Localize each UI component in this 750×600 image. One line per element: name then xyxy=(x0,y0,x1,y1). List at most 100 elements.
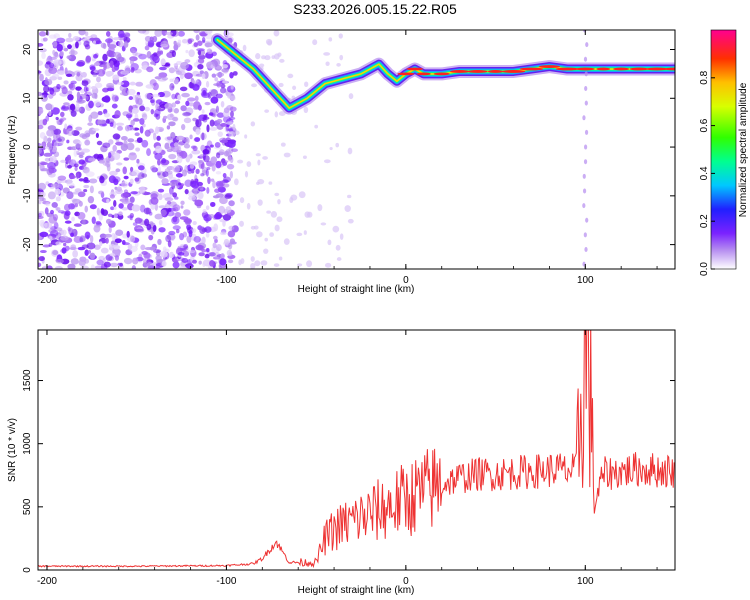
noise-blob xyxy=(160,209,167,216)
noise-blob xyxy=(55,258,64,264)
noise-blob xyxy=(180,61,189,70)
noise-blob xyxy=(61,86,68,95)
noise-blob xyxy=(219,258,227,266)
noise-blob xyxy=(113,206,117,210)
noise-blob xyxy=(83,188,88,193)
noise-blob xyxy=(216,80,222,88)
noise-blob xyxy=(105,218,112,225)
noise-blob xyxy=(60,235,69,241)
noise-blob xyxy=(229,170,234,179)
noise-blob xyxy=(67,164,72,169)
noise-blob xyxy=(109,122,114,127)
noise-blob xyxy=(141,112,147,118)
noise-blob xyxy=(158,72,168,78)
noise-blob xyxy=(76,150,80,156)
ridge-disturbance xyxy=(583,144,588,150)
noise-blob xyxy=(109,170,118,176)
noise-blob xyxy=(108,226,112,233)
noise-blob xyxy=(102,53,108,62)
noise-blob xyxy=(65,156,72,164)
noise-blob xyxy=(38,199,42,205)
noise-blob xyxy=(146,262,154,269)
noise-blob xyxy=(219,139,229,143)
noise-blob xyxy=(152,35,158,43)
noise-blob xyxy=(255,53,261,60)
noise-blob xyxy=(296,232,303,237)
noise-blob xyxy=(72,191,80,195)
noise-blob xyxy=(42,37,48,42)
noise-blob xyxy=(202,208,207,213)
noise-blob xyxy=(210,96,219,104)
noise-blob xyxy=(195,168,200,174)
noise-blob xyxy=(81,244,89,249)
noise-blob xyxy=(232,123,236,131)
noise-blob xyxy=(43,222,53,229)
noise-blob xyxy=(212,242,217,249)
noise-blob xyxy=(329,146,333,151)
noise-blob xyxy=(85,55,92,63)
noise-blob xyxy=(163,115,168,120)
noise-blob xyxy=(87,122,94,126)
noise-blob xyxy=(152,82,159,91)
colorbar-tick-label: 0.4 xyxy=(699,166,710,180)
noise-blob xyxy=(250,262,256,269)
noise-blob xyxy=(64,210,71,216)
noise-blob xyxy=(43,265,48,269)
ridge-peak xyxy=(664,67,675,71)
noise-blob xyxy=(79,235,86,242)
noise-blob xyxy=(215,152,221,159)
noise-blob xyxy=(212,180,216,189)
noise-blob xyxy=(201,109,205,114)
noise-blob xyxy=(179,247,187,252)
noise-blob xyxy=(38,60,44,66)
noise-blob xyxy=(184,189,189,195)
noise-blob xyxy=(137,30,147,34)
heatmap-x-tick-label: 100 xyxy=(577,275,594,286)
noise-blob xyxy=(44,207,49,215)
noise-blob xyxy=(74,203,79,208)
noise-blob xyxy=(164,102,173,110)
noise-blob xyxy=(38,162,41,167)
noise-blob xyxy=(256,231,263,238)
noise-blob xyxy=(220,83,226,89)
snr-frame xyxy=(37,329,676,571)
noise-blob xyxy=(201,227,208,233)
noise-blob xyxy=(229,238,236,245)
noise-blob xyxy=(56,207,61,212)
noise-blob xyxy=(72,159,76,164)
noise-blob xyxy=(209,126,218,131)
noise-blob xyxy=(64,179,73,184)
noise-blob xyxy=(307,211,313,218)
noise-blob xyxy=(119,92,128,96)
noise-blob xyxy=(205,168,209,177)
noise-blob xyxy=(90,34,98,39)
noise-blob xyxy=(198,260,202,265)
noise-blob xyxy=(153,56,160,62)
noise-blob xyxy=(168,230,176,236)
noise-blob xyxy=(183,117,192,124)
noise-blob xyxy=(53,151,60,158)
noise-blob xyxy=(70,109,77,117)
noise-blob xyxy=(348,93,354,100)
noise-blob xyxy=(99,176,105,184)
noise-blob xyxy=(302,155,307,160)
noise-blob xyxy=(96,140,103,146)
noise-blob xyxy=(206,124,210,133)
noise-blob xyxy=(195,119,202,128)
noise-blob xyxy=(38,212,42,217)
noise-blob xyxy=(48,236,53,240)
noise-blob xyxy=(145,40,149,46)
noise-blob xyxy=(223,150,230,157)
noise-blob xyxy=(269,232,275,237)
noise-blob xyxy=(280,142,286,147)
noise-blob xyxy=(66,191,74,200)
ridge-peak xyxy=(596,67,611,71)
noise-blob xyxy=(150,61,156,65)
noise-blob xyxy=(39,48,47,53)
noise-blob xyxy=(227,153,232,162)
noise-blob xyxy=(227,242,233,250)
noise-blob xyxy=(70,258,79,265)
noise-blob xyxy=(151,167,159,173)
noise-blob xyxy=(205,80,210,88)
noise-blob xyxy=(205,248,210,253)
